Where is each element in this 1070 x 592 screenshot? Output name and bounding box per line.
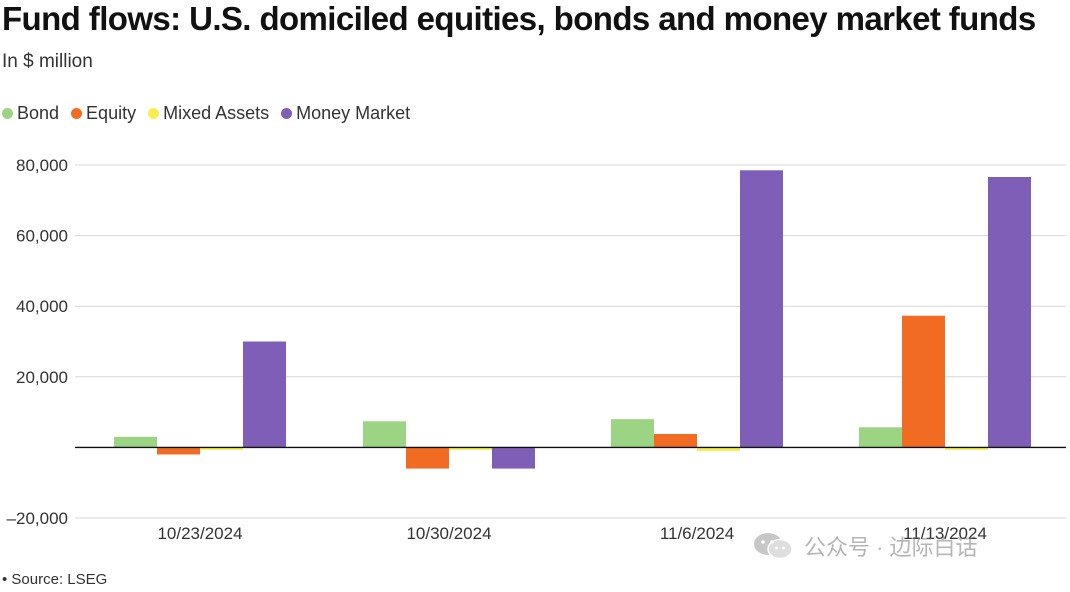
legend-swatch-money-market xyxy=(281,107,293,119)
x-tick-label: 11/13/2024 xyxy=(903,524,987,543)
x-tick-label: 10/30/2024 xyxy=(406,524,491,543)
legend-swatch-mixed-assets xyxy=(148,107,160,119)
bar xyxy=(988,177,1031,448)
legend-swatch-equity xyxy=(71,107,83,119)
y-tick-label: 40,000 xyxy=(16,297,68,316)
bar xyxy=(114,436,157,448)
legend-label-mixed-assets: Mixed Assets xyxy=(163,103,270,123)
legend-item-mixed-assets: Mixed Assets xyxy=(148,102,269,124)
watermark: 公众号 · 边际白话 xyxy=(752,530,978,562)
legend-label-equity: Equity xyxy=(86,103,137,123)
bar xyxy=(243,341,286,448)
bar xyxy=(654,433,697,448)
legend-label-money-market: Money Market xyxy=(296,103,411,123)
y-tick-label: –20,000 xyxy=(7,509,68,528)
y-tick-label: 20,000 xyxy=(16,368,68,387)
legend-label-bond: Bond xyxy=(17,103,60,123)
bar xyxy=(449,447,492,450)
bar xyxy=(200,447,243,450)
legend-item-equity: Equity xyxy=(71,102,136,124)
chart-subtitle: In $ million xyxy=(2,51,93,72)
bar xyxy=(859,427,902,448)
bar xyxy=(611,419,654,448)
bar xyxy=(492,447,535,469)
watermark-text: 公众号 · 边际白话 xyxy=(804,535,978,560)
y-tick-label: 80,000 xyxy=(16,156,68,175)
legend-item-money-market: Money Market xyxy=(281,102,410,124)
bar xyxy=(157,447,200,455)
bar xyxy=(697,447,740,451)
chart-legend: Bond Equity Mixed Assets Money Market xyxy=(2,102,410,124)
bar xyxy=(902,315,945,448)
bar xyxy=(363,421,406,448)
legend-swatch-bond xyxy=(2,107,13,119)
bar xyxy=(740,170,783,448)
wechat-icon xyxy=(754,533,793,560)
x-tick-label: 10/23/2024 xyxy=(157,524,242,543)
x-tick-label: 11/6/2024 xyxy=(660,524,734,543)
source-note: • Source: LSEG xyxy=(2,571,108,588)
chart-title: Fund flows: U.S. domiciled equities, bon… xyxy=(2,0,1036,37)
bar xyxy=(406,447,449,469)
bar xyxy=(945,447,988,450)
y-tick-label: 60,000 xyxy=(16,227,68,246)
legend-item-bond: Bond xyxy=(2,102,59,124)
